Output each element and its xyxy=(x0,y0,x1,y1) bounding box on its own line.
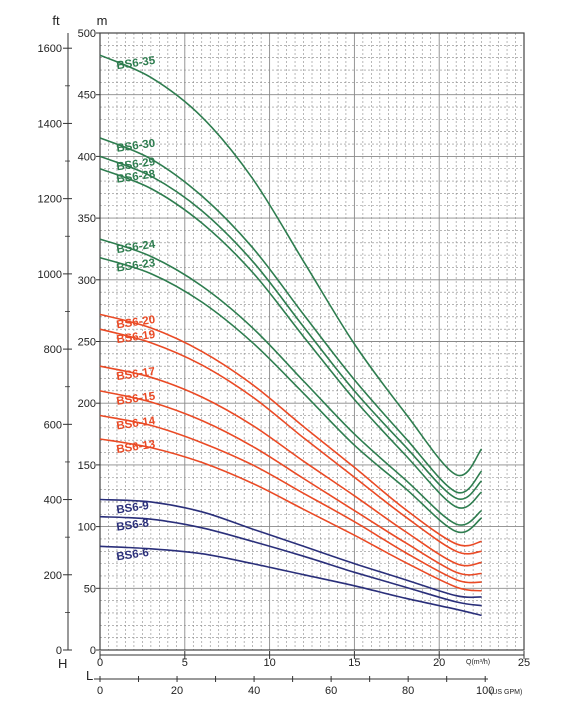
series-label-bs6-19: BS6-19 xyxy=(116,329,156,346)
curve-bs6-29 xyxy=(99,155,483,501)
m-tick-label: 100 xyxy=(78,522,96,534)
series-label-bs6-15: BS6-15 xyxy=(116,390,157,407)
ft-tick-label: 200 xyxy=(44,570,62,582)
m-tick-label: 300 xyxy=(78,275,96,287)
ft-axis-ticks: 0 200 400 600 800 1000 1200 1400 1600 xyxy=(38,43,72,657)
series-label-bs6-17: BS6-17 xyxy=(116,366,156,383)
series-label-bs6-29: BS6-29 xyxy=(116,156,156,173)
m-unit-label: m xyxy=(97,13,108,28)
flow-gpm-tick-label: 100 xyxy=(476,685,494,697)
flow-axis-letter: L xyxy=(86,668,93,683)
curve-bs6-13 xyxy=(99,438,482,592)
series-label-bs6-14: BS6-14 xyxy=(116,415,157,432)
m-tick-label: 350 xyxy=(78,213,96,225)
m-tick-label: 450 xyxy=(78,90,96,102)
m-tick-label: 400 xyxy=(78,151,96,163)
flow-m3h-tick-label: 5 xyxy=(182,657,188,669)
grid xyxy=(100,33,524,650)
ft-tick-label: 1600 xyxy=(38,43,62,55)
flow-gpm-axis: 0 20 40 60 80 100 xyxy=(94,676,494,697)
curve-bs6-9 xyxy=(99,498,482,599)
curve-bs6-15 xyxy=(99,390,482,576)
flow-gpm-tick-label: 20 xyxy=(171,685,183,697)
ft-tick-label: 400 xyxy=(44,495,62,507)
m-tick-label: 0 xyxy=(90,645,96,657)
flow-m3h-tick-label: 0 xyxy=(97,657,103,669)
flow-gpm-tick-label: 40 xyxy=(248,685,260,697)
head-axis-letter: H xyxy=(58,656,67,671)
flow-gpm-tick-label: 60 xyxy=(325,685,337,697)
flow-m3h-tick-label: 20 xyxy=(433,657,445,669)
ft-tick-label: 800 xyxy=(44,344,62,356)
curves xyxy=(99,54,483,617)
flow-gpm-tick-label: 0 xyxy=(97,685,103,697)
series-label-bs6-8: BS6-8 xyxy=(116,517,151,534)
m-tick-label: 500 xyxy=(78,28,96,40)
series-label-bs6-24: BS6-24 xyxy=(116,239,157,256)
curve-bs6-35 xyxy=(99,54,483,477)
flow-m3h-unit: Q(m³/h) xyxy=(466,659,490,666)
series-label-bs6-6: BS6-6 xyxy=(116,547,150,563)
flow-m3h-axis: 0 5 10 15 20 25 xyxy=(97,651,530,669)
curve-bs6-23 xyxy=(99,256,483,534)
curve-bs6-19 xyxy=(99,328,482,555)
ft-unit-label: ft xyxy=(52,13,60,28)
curve-bs6-30 xyxy=(99,137,483,494)
curve-bs6-17 xyxy=(99,365,482,567)
ft-tick-label: 1400 xyxy=(38,118,62,130)
series-label-bs6-9: BS6-9 xyxy=(116,500,150,516)
m-tick-label: 250 xyxy=(78,337,96,349)
flow-m3h-tick-label: 25 xyxy=(518,657,530,669)
flow-gpm-unit: (US GPM) xyxy=(490,689,522,696)
curve-bs6-14 xyxy=(99,414,482,584)
m-tick-label: 150 xyxy=(78,460,96,472)
ft-tick-label: 600 xyxy=(44,419,62,431)
curve-bs6-24 xyxy=(99,238,483,526)
series-label-bs6-13: BS6-13 xyxy=(116,439,156,456)
flow-m3h-tick-label: 10 xyxy=(263,657,275,669)
curve-bs6-6 xyxy=(99,545,482,617)
curve-bs6-8 xyxy=(99,515,482,607)
series-label-bs6-28: BS6-28 xyxy=(116,168,157,185)
m-axis-ticks: 0 50 100 150 200 250 300 350 400 450 500 xyxy=(78,28,100,657)
m-tick-label: 200 xyxy=(78,398,96,410)
series-label-bs6-30: BS6-30 xyxy=(116,138,156,155)
series-label-bs6-23: BS6-23 xyxy=(116,257,156,274)
series-label-bs6-35: BS6-35 xyxy=(116,55,157,72)
ft-tick-label: 1000 xyxy=(38,269,62,281)
flow-gpm-tick-label: 80 xyxy=(402,685,414,697)
curve-bs6-28 xyxy=(99,167,483,509)
series-label-bs6-20: BS6-20 xyxy=(116,314,156,331)
curve-bs6-20 xyxy=(99,313,482,547)
m-tick-label: 50 xyxy=(84,583,96,595)
ft-tick-label: 0 xyxy=(56,645,62,657)
ft-tick-label: 1200 xyxy=(38,194,62,206)
flow-m3h-tick-label: 15 xyxy=(348,657,360,669)
